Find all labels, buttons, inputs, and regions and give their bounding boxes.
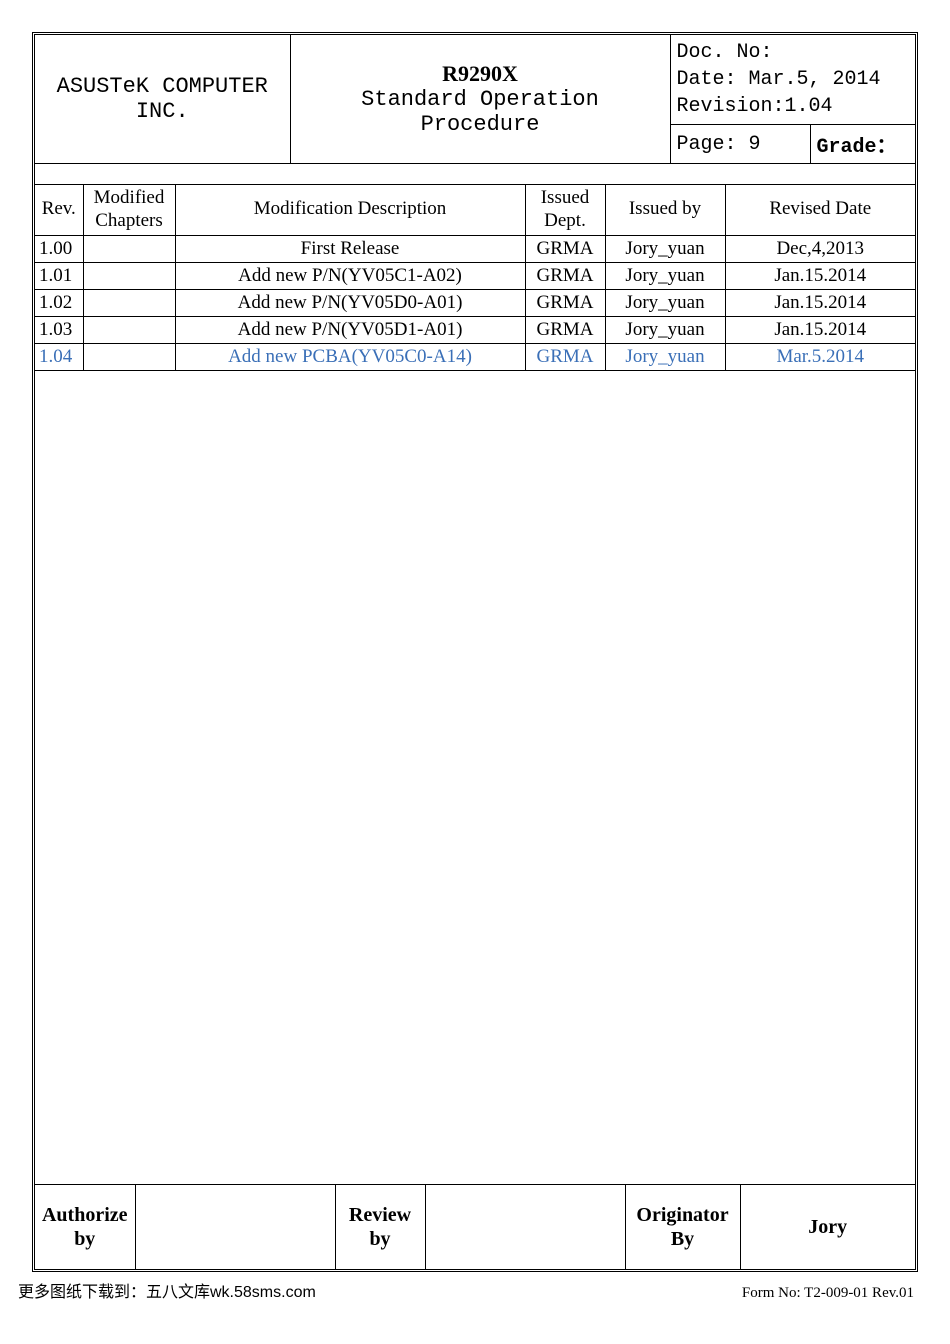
table-row: 1.02 Add new P/N(YV05D0-A01)GRMAJory_yuan… — [35, 289, 915, 316]
page-label: Page: — [677, 133, 737, 156]
cell-by: Jory_yuan — [605, 262, 725, 289]
grade-cell: Grade： — [810, 125, 915, 164]
revision-value: 1.04 — [785, 95, 833, 118]
cell-dept: GRMA — [525, 262, 605, 289]
grade-label: Grade： — [817, 136, 897, 159]
review-by-label: Review by — [335, 1185, 425, 1270]
cell-desc: Add new P/N(YV05D0-A01) — [175, 289, 525, 316]
cell-desc: Add new P/N(YV05C1-A02) — [175, 262, 525, 289]
col-issued-dept: Issued Dept. — [525, 185, 605, 236]
authorize-by-label: Authorize by — [35, 1185, 135, 1270]
table-row: 1.00 First ReleaseGRMAJory_yuanDec,4,2013 — [35, 235, 915, 262]
company-cell: ASUSTeK COMPUTER INC. — [35, 35, 290, 164]
company-name-line2: INC. — [136, 99, 189, 124]
cell-desc: Add new P/N(YV05D1-A01) — [175, 316, 525, 343]
date-label: Date: — [677, 68, 737, 91]
cell-date: Jan.15.2014 — [725, 289, 915, 316]
revision-table-header-row: Rev. Modified Chapters Modification Desc… — [35, 185, 915, 236]
originator-by-label: Originator By — [625, 1185, 740, 1270]
revision-label: Revision: — [677, 95, 785, 118]
cell-mod — [83, 262, 175, 289]
cell-by: Jory_yuan — [605, 235, 725, 262]
cell-desc: Add new PCBA(YV05C0-A14) — [175, 343, 525, 370]
doc-title-line2: Standard Operation Procedure — [297, 87, 664, 137]
col-modified-chapters: Modified Chapters — [83, 185, 175, 236]
cell-mod — [83, 316, 175, 343]
doc-meta-cell: Doc. No: Date: Mar.5, 2014 Revision:1.04 — [670, 35, 915, 125]
cell-dept: GRMA — [525, 343, 605, 370]
page-cell: Page: 9 — [670, 125, 810, 164]
doc-no-label: Doc. No: — [677, 41, 773, 64]
footer-left-note: 更多图纸下载到：五八文库wk.58sms.com — [18, 1278, 316, 1302]
page-value: 9 — [749, 133, 761, 156]
cell-date: Jan.15.2014 — [725, 262, 915, 289]
cell-rev: 1.03 — [35, 316, 83, 343]
revision-table: Rev. Modified Chapters Modification Desc… — [35, 184, 915, 371]
table-row: 1.03 Add new P/N(YV05D1-A01)GRMAJory_yuan… — [35, 316, 915, 343]
cell-mod — [83, 343, 175, 370]
cell-dept: GRMA — [525, 316, 605, 343]
cell-mod — [83, 235, 175, 262]
cell-rev: 1.04 — [35, 343, 83, 370]
cell-rev: 1.00 — [35, 235, 83, 262]
cell-dept: GRMA — [525, 235, 605, 262]
col-description: Modification Description — [175, 185, 525, 236]
cell-desc: First Release — [175, 235, 525, 262]
cell-date: Mar.5.2014 — [725, 343, 915, 370]
cell-date: Jan.15.2014 — [725, 316, 915, 343]
date-value: Mar.5, 2014 — [749, 68, 881, 91]
authorize-by-value — [135, 1185, 335, 1270]
document-header: ASUSTeK COMPUTER INC. R9290X Standard Op… — [35, 35, 915, 164]
cell-mod — [83, 289, 175, 316]
col-rev: Rev. — [35, 185, 83, 236]
page-frame: ASUSTeK COMPUTER INC. R9290X Standard Op… — [32, 32, 918, 1272]
col-revised-date: Revised Date — [725, 185, 915, 236]
cell-by: Jory_yuan — [605, 343, 725, 370]
cell-dept: GRMA — [525, 289, 605, 316]
cell-by: Jory_yuan — [605, 316, 725, 343]
col-issued-by: Issued by — [605, 185, 725, 236]
signoff-table: Authorize by Review by Originator By Jor… — [35, 1184, 915, 1269]
cell-by: Jory_yuan — [605, 289, 725, 316]
originator-by-value: Jory — [740, 1185, 915, 1270]
footer-right-form-no: Form No: T2-009-01 Rev.01 — [742, 1285, 914, 1302]
table-row: 1.01 Add new P/N(YV05C1-A02)GRMAJory_yuan… — [35, 262, 915, 289]
company-name-line1: ASUSTeK COMPUTER — [57, 74, 268, 99]
content-spacer — [35, 371, 915, 1184]
doc-title-line1: R9290X — [297, 61, 664, 87]
table-row: 1.04 Add new PCBA(YV05C0-A14)GRMAJory_yua… — [35, 343, 915, 370]
review-by-value — [425, 1185, 625, 1270]
title-cell: R9290X Standard Operation Procedure — [290, 35, 670, 164]
cell-rev: 1.02 — [35, 289, 83, 316]
cell-rev: 1.01 — [35, 262, 83, 289]
cell-date: Dec,4,2013 — [725, 235, 915, 262]
